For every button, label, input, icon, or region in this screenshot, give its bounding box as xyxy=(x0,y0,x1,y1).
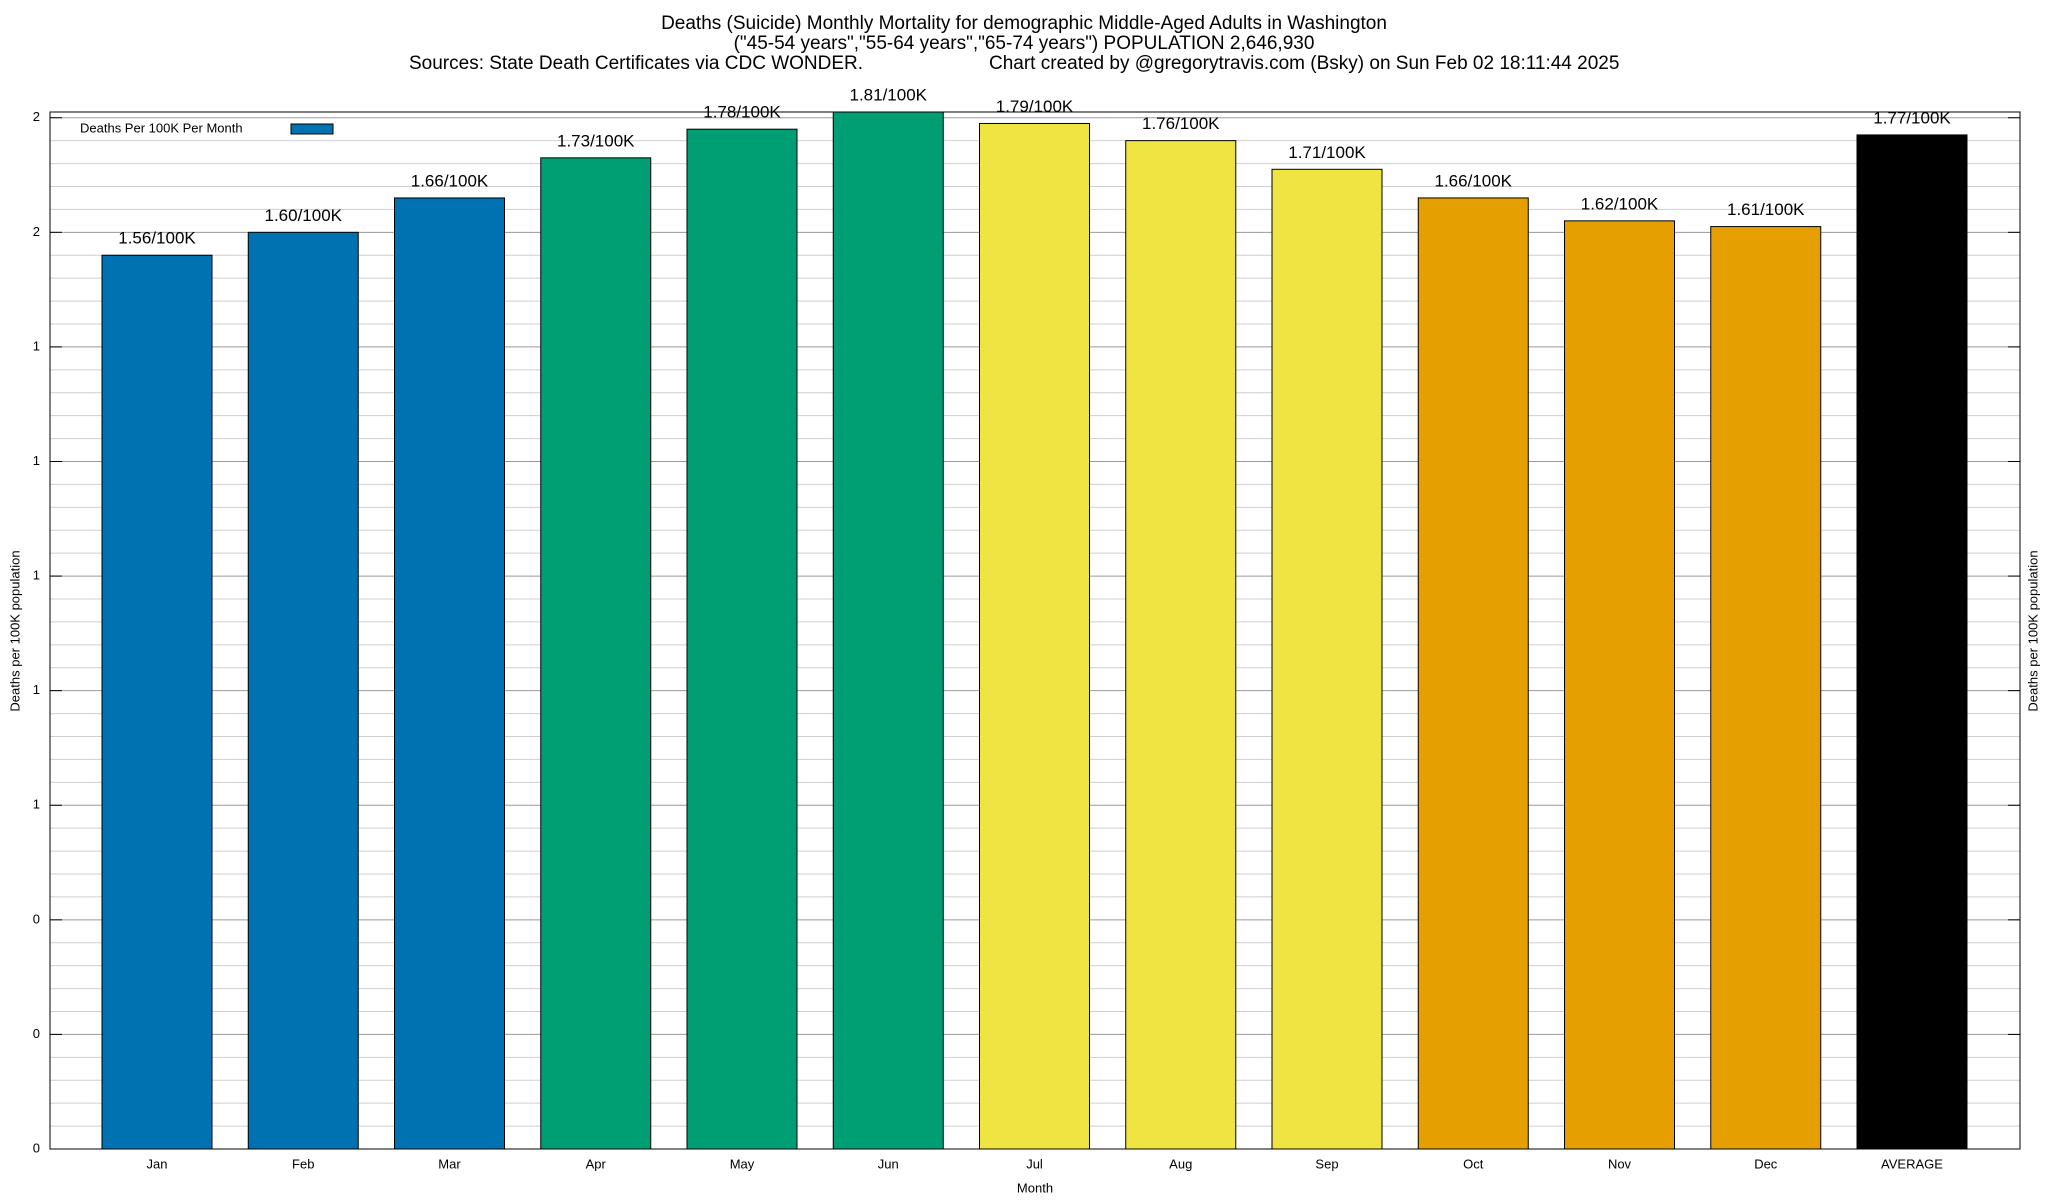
y-tick-label: 0 xyxy=(33,1026,40,1041)
data-label: 1.81/100K xyxy=(849,85,927,104)
x-tick-label: Jul xyxy=(1026,1156,1043,1171)
x-tick-label: AVERAGE xyxy=(1881,1156,1943,1171)
data-label: 1.77/100K xyxy=(1873,108,1951,127)
x-tick-label: Sep xyxy=(1315,1156,1338,1171)
y-tick-label: 1 xyxy=(33,682,40,697)
x-tick-label: Jan xyxy=(147,1156,168,1171)
data-label: 1.61/100K xyxy=(1727,200,1805,219)
bar xyxy=(832,111,944,1150)
x-tick-label: Oct xyxy=(1463,1156,1484,1171)
x-tick-label: Jun xyxy=(878,1156,899,1171)
data-label: 1.76/100K xyxy=(1142,114,1220,133)
bar xyxy=(247,231,359,1150)
x-tick-label: Aug xyxy=(1169,1156,1192,1171)
y-tick-label: 2 xyxy=(33,224,40,239)
legend-label: Deaths Per 100K Per Month xyxy=(80,120,243,135)
bar xyxy=(1125,140,1237,1150)
x-axis-label: Month xyxy=(1017,1180,1053,1195)
y-axis-label: Deaths per 100K population xyxy=(7,550,22,711)
chart-subtitle: ("45-54 years","55-64 years","65-74 year… xyxy=(734,33,1315,54)
data-label: 1.62/100K xyxy=(1581,194,1659,213)
bar xyxy=(686,128,798,1150)
y2-axis-label: Deaths per 100K population xyxy=(2025,550,2040,711)
bar xyxy=(1856,134,1968,1150)
y-tick-label: 1 xyxy=(33,797,40,812)
credit: Chart created by @gregorytravis.com (Bsk… xyxy=(989,53,1619,74)
data-label: 1.66/100K xyxy=(411,171,489,190)
y-tick-label: 1 xyxy=(33,568,40,583)
y-tick-label: 2 xyxy=(33,109,40,124)
data-label: 1.66/100K xyxy=(1434,171,1512,190)
x-tick-label: May xyxy=(730,1156,755,1171)
chart-title: Deaths (Suicide) Monthly Mortality for d… xyxy=(661,13,1387,34)
x-tick-label: Dec xyxy=(1754,1156,1778,1171)
y-tick-label: 0 xyxy=(33,911,40,926)
bar xyxy=(101,254,213,1150)
y-tick-label: 1 xyxy=(33,453,40,468)
x-tick-label: Feb xyxy=(292,1156,314,1171)
data-label: 1.79/100K xyxy=(996,97,1074,116)
data-label: 1.78/100K xyxy=(703,103,781,122)
data-label: 1.60/100K xyxy=(264,206,342,225)
y-tick-label: 0 xyxy=(33,1140,40,1155)
data-label: 1.71/100K xyxy=(1288,143,1366,162)
bar xyxy=(394,197,505,1150)
bar xyxy=(540,157,652,1150)
data-label: 1.56/100K xyxy=(118,229,196,248)
bar xyxy=(1710,226,1822,1150)
bar xyxy=(1564,220,1675,1150)
legend-swatch xyxy=(290,123,334,135)
x-tick-label: Apr xyxy=(586,1156,607,1171)
bar xyxy=(1271,168,1383,1150)
data-label: 1.73/100K xyxy=(557,131,635,150)
x-tick-label: Mar xyxy=(438,1156,461,1171)
x-tick-label: Nov xyxy=(1608,1156,1632,1171)
bar xyxy=(1417,197,1529,1150)
y-tick-label: 1 xyxy=(33,338,40,353)
bar xyxy=(979,122,1090,1150)
sources: Sources: State Death Certificates via CD… xyxy=(409,53,863,74)
